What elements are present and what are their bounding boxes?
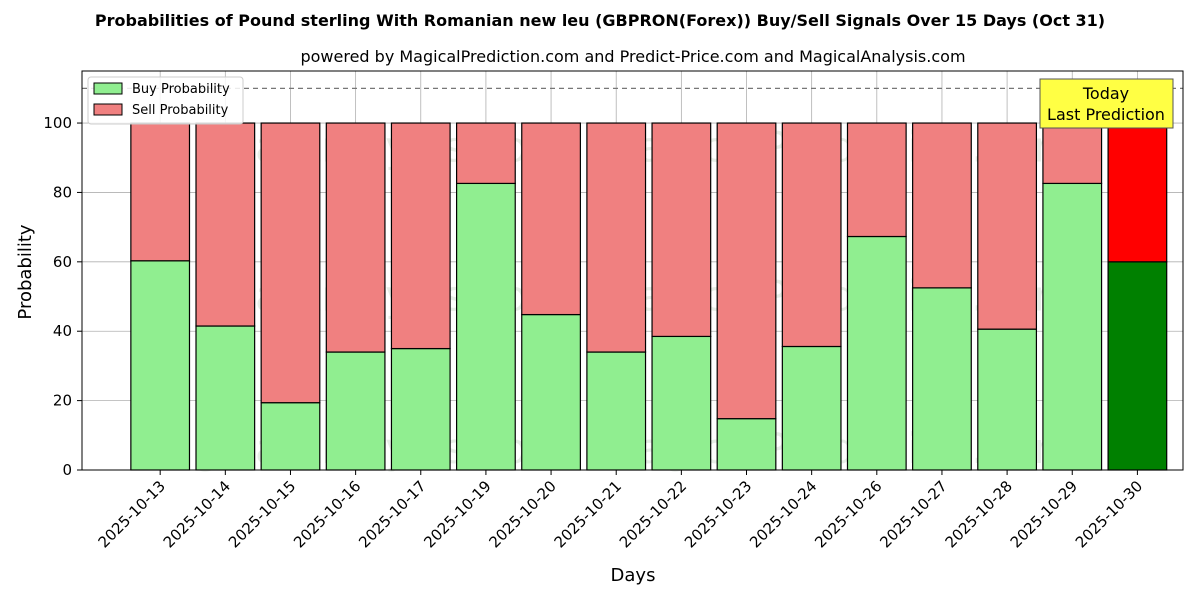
- y-tick-label: 0: [62, 461, 72, 479]
- x-tick-label: 2025-10-22: [616, 477, 690, 551]
- y-tick-label: 60: [53, 253, 72, 271]
- sell-bar: [195, 122, 256, 327]
- buy-bar: [456, 182, 516, 471]
- sell-bar: [521, 122, 581, 316]
- buy-bar: [651, 335, 712, 471]
- x-tick-label: 2025-10-26: [811, 477, 885, 551]
- sell-bar: [130, 122, 191, 262]
- buy-bar: [1042, 182, 1103, 471]
- y-tick-label: 20: [53, 392, 72, 410]
- chart-subtitle: powered by MagicalPrediction.com and Pre…: [300, 47, 965, 66]
- x-tick-label: 2025-10-13: [95, 477, 169, 551]
- sell-bar: [651, 122, 712, 338]
- x-tick-label: 2025-10-29: [1007, 477, 1081, 551]
- buy-bar: [260, 402, 321, 471]
- sell-bar: [325, 122, 386, 353]
- legend-swatch: [93, 82, 123, 95]
- y-tick-label: 40: [53, 322, 72, 340]
- x-tick-label: 2025-10-17: [355, 477, 429, 551]
- x-tick-label: 2025-10-24: [746, 477, 820, 551]
- sell-bar: [456, 122, 516, 185]
- today-annotation-box: [1039, 78, 1174, 129]
- buy-bar: [716, 418, 777, 471]
- y-tick-label: 100: [43, 114, 72, 132]
- y-axis-label: Probability: [15, 224, 36, 319]
- legend-label: Buy Probability: [132, 82, 230, 97]
- buy-bar: [912, 287, 972, 471]
- buy-bar: [781, 345, 842, 471]
- sell-bar: [260, 122, 321, 404]
- x-tick-label: 2025-10-21: [551, 477, 625, 551]
- buy-bar: [325, 351, 386, 471]
- today-annotation-line1: Today: [1082, 84, 1129, 103]
- bar-layer: [82, 87, 1183, 471]
- y-tick-label: 80: [53, 183, 72, 201]
- sell-bar: [846, 122, 907, 238]
- buy-bar: [195, 325, 256, 471]
- sell-bar: [716, 122, 777, 420]
- sell-bar: [390, 122, 451, 350]
- x-axis-label: Days: [611, 565, 656, 586]
- buy-bar: [1107, 261, 1168, 471]
- legend-box: [87, 76, 244, 125]
- buy-bar: [521, 313, 581, 471]
- buy-bar: [977, 328, 1038, 471]
- sell-bar: [781, 122, 842, 348]
- sell-bar: [586, 122, 647, 353]
- x-tick-label: 2025-10-30: [1072, 477, 1146, 551]
- buy-bar: [130, 260, 191, 471]
- chart-title: Probabilities of Pound sterling With Rom…: [95, 11, 1105, 30]
- legend-label: Sell Probability: [132, 103, 229, 118]
- x-tick-label: 2025-10-19: [420, 477, 494, 551]
- buy-bar: [846, 235, 907, 471]
- x-tick-label: 2025-10-20: [486, 477, 560, 551]
- today-annotation-line2: Last Prediction: [1047, 105, 1165, 124]
- legend: Buy Probability Sell Probability: [87, 76, 244, 125]
- plot-frame: [81, 70, 1184, 471]
- legend-swatch: [93, 103, 123, 116]
- buy-bar: [390, 347, 451, 471]
- sell-bar: [1107, 122, 1168, 263]
- x-tick-label: 2025-10-14: [160, 477, 234, 551]
- x-tick-label: 2025-10-28: [942, 477, 1016, 551]
- sell-bar: [1042, 122, 1103, 185]
- buy-bar: [586, 351, 647, 471]
- today-annotation: Today Last Prediction: [1039, 78, 1174, 129]
- x-tick-label: 2025-10-23: [681, 477, 755, 551]
- x-tick-label: 2025-10-15: [225, 477, 299, 551]
- sell-bar: [977, 122, 1038, 330]
- x-tick-label: 2025-10-16: [290, 477, 364, 551]
- x-tick-label: 2025-10-27: [876, 477, 950, 551]
- sell-bar: [912, 122, 972, 289]
